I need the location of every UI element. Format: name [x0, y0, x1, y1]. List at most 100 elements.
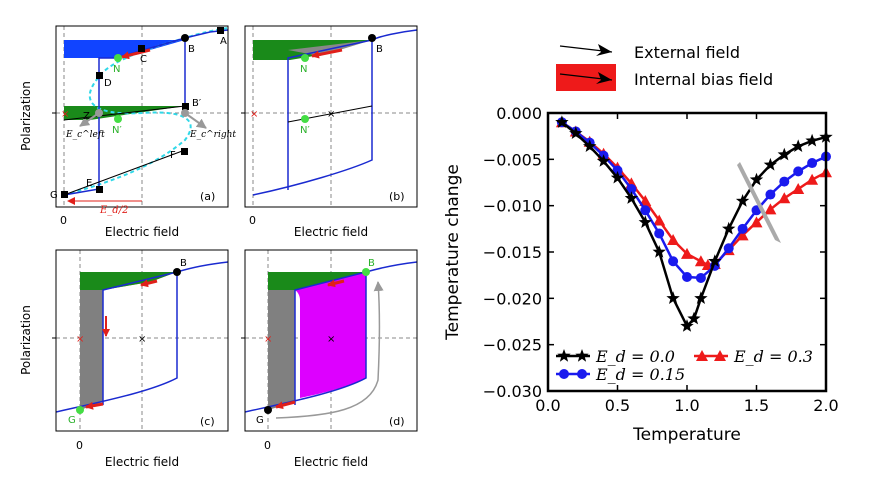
label-B: B — [376, 44, 383, 55]
label-G: G — [256, 415, 264, 426]
data-point — [638, 215, 652, 228]
y-axis-label: Polarization — [19, 81, 33, 151]
chart-x-axis-label: Temperature — [632, 425, 741, 445]
point-Np — [301, 115, 309, 123]
bias-arrow — [85, 401, 104, 410]
gray-area — [80, 272, 177, 410]
data-point — [577, 369, 587, 379]
cycle-arrow — [275, 281, 384, 419]
loop-branch — [102, 271, 178, 405]
point-N — [114, 54, 122, 62]
point-G — [264, 406, 272, 414]
data-point — [779, 176, 790, 187]
internal-field-label: Internal bias field — [634, 70, 773, 89]
data-point — [722, 221, 736, 235]
data-point — [807, 158, 818, 169]
axes-frame — [55, 25, 229, 208]
panel-d: × × B G (d) 0 Electric field — [241, 249, 418, 469]
data-point — [626, 183, 637, 194]
data-point — [792, 182, 805, 194]
axes-frame — [55, 249, 229, 432]
cross-mark: × — [264, 334, 272, 345]
work-area — [64, 40, 185, 58]
axes-frame — [244, 249, 418, 432]
panel-c: × × B G (c) 0 Electric field Polarizatio… — [19, 249, 229, 469]
cross-mark: × — [327, 334, 335, 345]
linear-line — [63, 149, 186, 196]
data-point — [708, 254, 722, 267]
point-G — [76, 406, 84, 414]
chart-ticks: 0.0 0.5 1.0 1.5 2.0 0.000 −0.005 −0.010 −0.015 −0… — [483, 104, 839, 415]
point-G — [61, 191, 68, 198]
field-legend: External field Internal bias field — [556, 43, 773, 91]
loop-branch — [287, 39, 373, 190]
label-Np: N′ — [112, 125, 122, 136]
point-B — [181, 34, 189, 42]
heat-area — [268, 272, 366, 410]
data-point — [668, 256, 679, 267]
data-point — [793, 166, 804, 177]
data-point — [777, 147, 791, 161]
point-C — [138, 45, 145, 52]
point-B — [173, 268, 181, 276]
data-point — [596, 154, 611, 167]
panel-b: × × B N N′ (b) 0 Electric field — [241, 25, 418, 239]
data-point — [559, 369, 569, 379]
loop-branch — [294, 271, 367, 405]
external-arrow-head — [596, 44, 612, 56]
y-tick-label: −0.020 — [483, 289, 542, 308]
label-G: G — [50, 190, 58, 201]
x-tick-label: 0.0 — [535, 396, 560, 415]
cross-mark: × — [61, 109, 69, 120]
legend-label: E_d = 0.3 — [733, 347, 813, 366]
data-point — [654, 228, 665, 239]
data-point — [764, 203, 777, 215]
x-tick-label: 0 — [264, 439, 271, 452]
point-D — [96, 72, 103, 79]
x-tick-label: 0 — [249, 214, 256, 227]
point-N — [301, 54, 309, 62]
x-tick-label: 2.0 — [813, 396, 838, 415]
cross-mark: × — [327, 109, 335, 120]
x-axis-label: Electric field — [105, 455, 179, 469]
data-point — [749, 172, 764, 186]
label-B: B — [180, 258, 187, 269]
chart-legend: E_d = 0.0E_d = 0.15 E_d = 0.3 — [556, 347, 813, 384]
point-A — [217, 27, 224, 34]
point-ec-right — [181, 109, 189, 117]
temperature-chart: 0.0 0.5 1.0 1.5 2.0 0.000 −0.005 −0.010 −0.015 −0… — [443, 104, 839, 445]
x-axis-label: Electric field — [294, 225, 368, 239]
axes-frame — [244, 25, 418, 208]
panel-a: × A B B′ C D E F G N N′ Z E_c^left E_c^r… — [19, 25, 236, 239]
chart-frame — [546, 111, 828, 393]
internal-arrow-head — [596, 72, 612, 84]
label-F: F — [170, 150, 176, 161]
external-field-label: External field — [634, 43, 740, 62]
label-ec-left: E_c^left — [65, 130, 105, 140]
data-point — [778, 192, 791, 204]
cross-mark: × — [250, 109, 258, 120]
data-point — [557, 349, 571, 362]
data-point — [610, 170, 625, 184]
data-point — [696, 350, 708, 361]
data-point — [765, 189, 776, 200]
data-point — [763, 157, 778, 171]
point-Np — [114, 115, 122, 123]
data-point — [653, 214, 666, 226]
label-E: E — [86, 178, 92, 189]
data-point — [791, 139, 805, 152]
bias-arrow — [275, 400, 296, 410]
legend-label: E_d = 0.0 — [595, 347, 675, 366]
cross-mark: × — [138, 334, 146, 345]
green-area — [268, 272, 366, 290]
data-point — [667, 233, 680, 245]
bias-arrow — [311, 48, 343, 59]
y-tick-label: −0.005 — [483, 150, 542, 169]
x-axis-label: Electric field — [105, 225, 179, 239]
point-B — [368, 34, 376, 42]
data-point — [736, 229, 749, 241]
data-point — [750, 216, 763, 228]
ec-right-arrow — [184, 112, 207, 129]
point-Bp — [182, 103, 189, 110]
data-point — [681, 247, 693, 259]
